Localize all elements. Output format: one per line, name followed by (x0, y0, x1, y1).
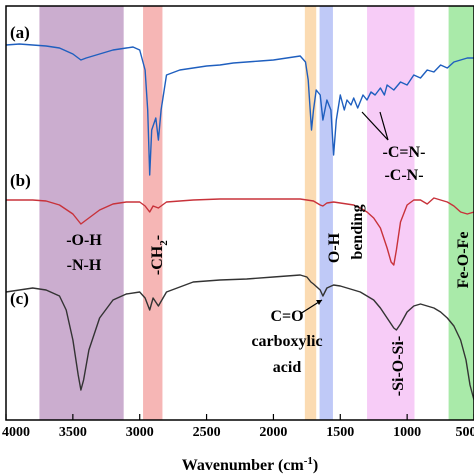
ticks-layer: 4000 3500 3000 2500 2000 1500 1000 500 (2, 414, 474, 440)
panel-label-c: (c) (10, 289, 29, 308)
x-tick-label-1: 3500 (59, 425, 87, 440)
x-tick-label-6: 1000 (393, 425, 421, 440)
cn-arrow-line-1 (361, 111, 389, 141)
annotation-co-line2: carboxylic (251, 333, 322, 350)
series-line-0 (5, 43, 474, 176)
cn-arrow-line-2 (379, 111, 389, 141)
x-tick-label-0: 4000 (2, 425, 30, 440)
x-tick-label-4: 2000 (259, 425, 287, 440)
plot-frame (5, 5, 474, 421)
x-tick-label-3: 2500 (193, 425, 221, 440)
band-label-feofe: Fe-O-Fe (455, 232, 472, 289)
band-4 (367, 6, 415, 420)
band-label-oh-line1: -O-H (66, 232, 102, 249)
band-label-oh-line2: -N-H (67, 257, 102, 274)
band-label-sioxsi: -Si-O-Si- (390, 336, 407, 396)
annotation-co-line1: C=O (270, 308, 303, 325)
series-line-2 (5, 274, 474, 401)
x-tick-label-7: 500 (456, 425, 474, 440)
annotation-cn-line1: -C=N- (383, 144, 426, 161)
series-layer (5, 43, 474, 401)
co-arrow-head (316, 300, 322, 305)
series-line-1 (6, 197, 474, 266)
x-axis-title: Wavenumber (cm-1) (182, 455, 318, 474)
band-label-ch2: -CH2- (149, 235, 170, 275)
band-label-oh-bending-2: bending (349, 204, 366, 259)
band-0 (39, 6, 124, 420)
annotation-cn-line2: -C-N- (384, 167, 423, 184)
panel-label-a: (a) (10, 23, 30, 42)
x-tick-label-5: 1500 (326, 425, 354, 440)
band-2 (304, 6, 317, 420)
band-label-oh-bending-1: O-H (326, 232, 343, 263)
x-tick-label-2: 3000 (126, 425, 154, 440)
annotation-co-line3: acid (273, 359, 302, 376)
panel-label-b: (b) (10, 171, 31, 190)
band-3 (319, 6, 333, 420)
bands-layer (39, 6, 474, 420)
band-1 (143, 6, 163, 420)
